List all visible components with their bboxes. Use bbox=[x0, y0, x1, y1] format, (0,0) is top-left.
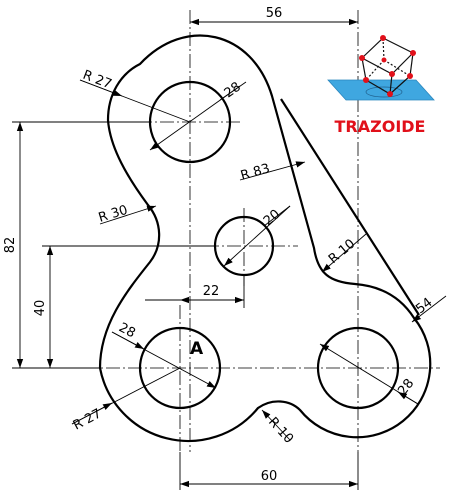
part-outline bbox=[98, 34, 432, 443]
dimension-left-concave-radius: R 30 bbox=[97, 203, 157, 226]
bottom-right-hole bbox=[316, 326, 400, 410]
dimension-top-width: 56 bbox=[190, 6, 358, 26]
dimension-middle-hole-diameter: 20 bbox=[223, 205, 291, 267]
trazoide-logo: TRAZOIDE bbox=[327, 35, 435, 136]
dim-text-right-fillet-radius: R 10 bbox=[326, 236, 358, 267]
dimension-bottom-left-outer-radius: R 27 bbox=[71, 367, 181, 434]
dimension-bottom-left-hole-diameter: 28 bbox=[111, 320, 217, 389]
logo-plane bbox=[327, 79, 435, 101]
cube-nodes bbox=[359, 35, 416, 97]
label-point-a: A bbox=[190, 339, 204, 359]
dim-text-bottom-left-outer-radius: R 27 bbox=[71, 406, 104, 433]
dim-text-bottom-fillet-radius: R 10 bbox=[265, 415, 296, 447]
dimension-left-height-total: 82 bbox=[3, 121, 150, 369]
dimension-right-outer-diameter: 54 bbox=[411, 295, 447, 323]
cube-icon bbox=[361, 37, 414, 95]
dim-text-top-hole-diameter: 28 bbox=[222, 79, 244, 101]
dim-text-bottom-left-hole-diameter: 28 bbox=[116, 320, 138, 341]
dim-text-middle-offset: 22 bbox=[203, 284, 220, 299]
dim-text-left-height-mid: 40 bbox=[33, 300, 48, 317]
dimension-bottom-right-hole-diameter: 28 bbox=[319, 343, 419, 405]
dim-text-left-concave-radius: R 30 bbox=[97, 203, 130, 226]
dim-text-bottom-right-hole-diameter: 28 bbox=[395, 376, 417, 398]
tangent-line-right bbox=[280, 98, 420, 316]
bottom-left-hole bbox=[138, 326, 222, 410]
dim-text-top-outer-radius: R 27 bbox=[81, 68, 114, 93]
dimension-right-fillet-radius: R 10 bbox=[321, 233, 367, 273]
dim-text-top-width: 56 bbox=[266, 6, 283, 21]
dim-text-left-height-total: 82 bbox=[3, 237, 18, 254]
dimension-bottom-width: 60 bbox=[179, 452, 359, 490]
dimension-left-height-mid: 40 bbox=[33, 245, 215, 368]
dimension-top-hole-diameter: 28 bbox=[149, 79, 247, 151]
dimension-top-outer-radius: R 27 bbox=[79, 68, 191, 123]
logo-plane-ring bbox=[365, 86, 403, 98]
dim-text-right-large-radius: R 83 bbox=[239, 161, 272, 184]
logo-text: TRAZOIDE bbox=[335, 117, 426, 136]
dim-text-bottom-width: 60 bbox=[261, 469, 278, 484]
dimension-bottom-fillet-radius: R 10 bbox=[261, 409, 296, 447]
dim-text-right-outer-diameter: 54 bbox=[413, 295, 435, 317]
dimension-middle-offset: 22 bbox=[145, 275, 245, 308]
